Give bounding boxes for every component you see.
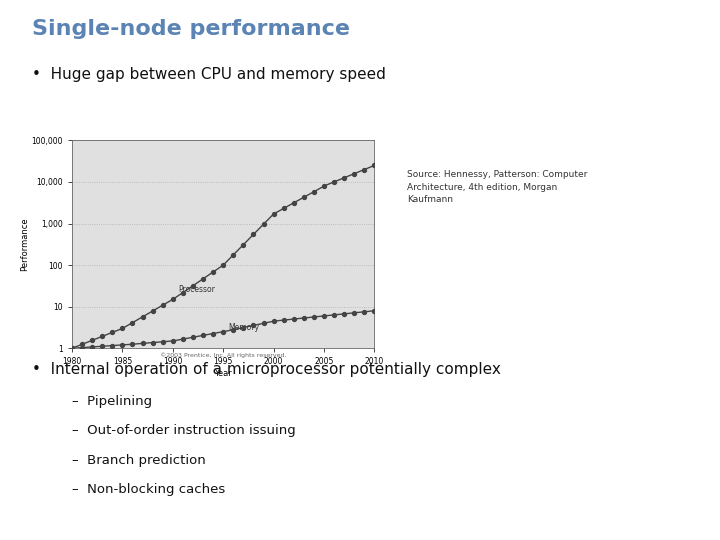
Point bbox=[147, 307, 158, 315]
Point bbox=[248, 230, 259, 239]
Point bbox=[66, 344, 78, 353]
Point bbox=[127, 318, 138, 327]
Point bbox=[117, 324, 128, 333]
Point bbox=[328, 310, 340, 319]
Point bbox=[217, 327, 229, 336]
Text: Memory: Memory bbox=[228, 323, 259, 332]
Point bbox=[278, 204, 289, 213]
Point bbox=[288, 199, 300, 207]
Text: •  Huge gap between CPU and memory speed: • Huge gap between CPU and memory speed bbox=[32, 68, 386, 83]
Point bbox=[369, 161, 380, 170]
Point bbox=[167, 336, 179, 345]
Point bbox=[278, 316, 289, 325]
Point bbox=[348, 170, 360, 178]
Point bbox=[238, 323, 249, 332]
Point bbox=[127, 340, 138, 348]
Text: –  Branch prediction: – Branch prediction bbox=[72, 454, 206, 467]
Point bbox=[369, 306, 380, 315]
Point bbox=[338, 173, 350, 182]
Point bbox=[207, 268, 219, 276]
Point bbox=[96, 332, 108, 341]
Point bbox=[258, 220, 269, 228]
Point bbox=[318, 181, 330, 190]
Y-axis label: Performance: Performance bbox=[19, 218, 29, 271]
Point bbox=[167, 295, 179, 303]
Point bbox=[157, 338, 168, 346]
Text: Single-node performance: Single-node performance bbox=[32, 19, 351, 39]
Point bbox=[76, 340, 88, 349]
Point bbox=[177, 335, 189, 343]
Point bbox=[359, 307, 370, 316]
Point bbox=[157, 301, 168, 309]
Point bbox=[137, 313, 148, 321]
Point bbox=[308, 187, 320, 196]
Point bbox=[197, 331, 209, 340]
Text: –  Pipelining: – Pipelining bbox=[72, 395, 152, 408]
Text: Processor: Processor bbox=[178, 286, 215, 294]
Point bbox=[258, 319, 269, 328]
Point bbox=[197, 274, 209, 283]
Point bbox=[288, 315, 300, 323]
Point bbox=[359, 165, 370, 174]
Point bbox=[308, 313, 320, 321]
Text: –  Non-blocking caches: – Non-blocking caches bbox=[72, 483, 225, 496]
Point bbox=[268, 210, 279, 218]
Point bbox=[298, 193, 310, 201]
Point bbox=[228, 251, 239, 259]
Point bbox=[86, 336, 98, 345]
Text: ©2003 Prentice, Inc. All rights reserved.: ©2003 Prentice, Inc. All rights reserved… bbox=[160, 352, 287, 357]
Point bbox=[228, 325, 239, 334]
Text: Source: Hennessy, Patterson: Computer
Architecture, 4th edition, Morgan
Kaufmann: Source: Hennessy, Patterson: Computer Ar… bbox=[407, 170, 588, 204]
Point bbox=[96, 342, 108, 350]
Point bbox=[318, 312, 330, 320]
Point bbox=[328, 178, 340, 186]
Point bbox=[187, 281, 199, 290]
Text: –  Out-of-order instruction issuing: – Out-of-order instruction issuing bbox=[72, 424, 296, 437]
Point bbox=[66, 344, 78, 353]
Point bbox=[147, 338, 158, 347]
Point bbox=[86, 343, 98, 352]
Point bbox=[348, 308, 360, 317]
Point bbox=[76, 343, 88, 352]
Point bbox=[248, 321, 259, 330]
Point bbox=[137, 339, 148, 348]
Point bbox=[207, 329, 219, 338]
Text: •  Internal operation of a microprocessor potentially complex: • Internal operation of a microprocessor… bbox=[32, 362, 501, 377]
Point bbox=[238, 240, 249, 249]
Point bbox=[117, 341, 128, 349]
Point bbox=[298, 314, 310, 322]
Point bbox=[177, 288, 189, 297]
Point bbox=[338, 309, 350, 318]
Point bbox=[187, 333, 199, 342]
X-axis label: Year: Year bbox=[215, 369, 232, 378]
Point bbox=[107, 341, 118, 350]
Point bbox=[217, 261, 229, 269]
Point bbox=[268, 317, 279, 326]
Point bbox=[107, 328, 118, 337]
